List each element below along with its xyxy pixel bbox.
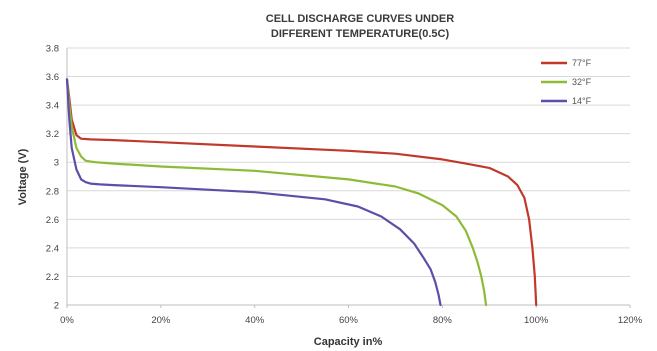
x-tick-label: 20% [151, 315, 171, 326]
x-tick-label: 120% [618, 315, 643, 326]
series-line-1 [65, 78, 538, 307]
chart-title-line-1: CELL DISCHARGE CURVES UNDER [266, 13, 455, 25]
grid-layer [67, 47, 630, 306]
legend: 77°F 32°F 14°F [541, 58, 592, 106]
x-tick-label: 60% [339, 315, 359, 326]
x-axis-label: Capacity in% [314, 336, 383, 348]
y-tick-label: 3.2 [46, 129, 59, 140]
chart-title-line-2: DIFFERENT TEMPERATURE(0.5C) [271, 28, 450, 40]
y-axis-label: Voltage (V) [17, 148, 29, 205]
series-layer [65, 78, 538, 307]
series-line-3 [65, 78, 442, 307]
x-tick-label: 100% [524, 315, 549, 326]
legend-label-3: 14°F [572, 96, 592, 106]
y-tick-label: 2.8 [46, 186, 59, 197]
y-tick-label: 2.6 [46, 215, 59, 226]
series-line-2 [65, 78, 488, 307]
axis-layer: 2 2.2 2.4 2.6 2.8 3 3.2 3.4 3.6 3.8 0% 20% 40% 60% 80%… [46, 44, 643, 327]
legend-label-1: 77°F [572, 58, 592, 68]
y-tick-label: 2 [54, 301, 59, 312]
y-tick-label: 2.2 [46, 272, 59, 283]
y-tick-label: 2.4 [46, 243, 59, 254]
x-tick-label: 40% [245, 315, 265, 326]
x-tick-label: 80% [433, 315, 453, 326]
y-tick-label: 3.4 [46, 101, 59, 112]
legend-label-2: 32°F [572, 77, 592, 87]
y-tick-label: 3.8 [46, 44, 59, 55]
x-tick-label: 0% [60, 315, 74, 326]
y-tick-label: 3 [54, 158, 59, 169]
y-tick-label: 3.6 [46, 72, 59, 83]
